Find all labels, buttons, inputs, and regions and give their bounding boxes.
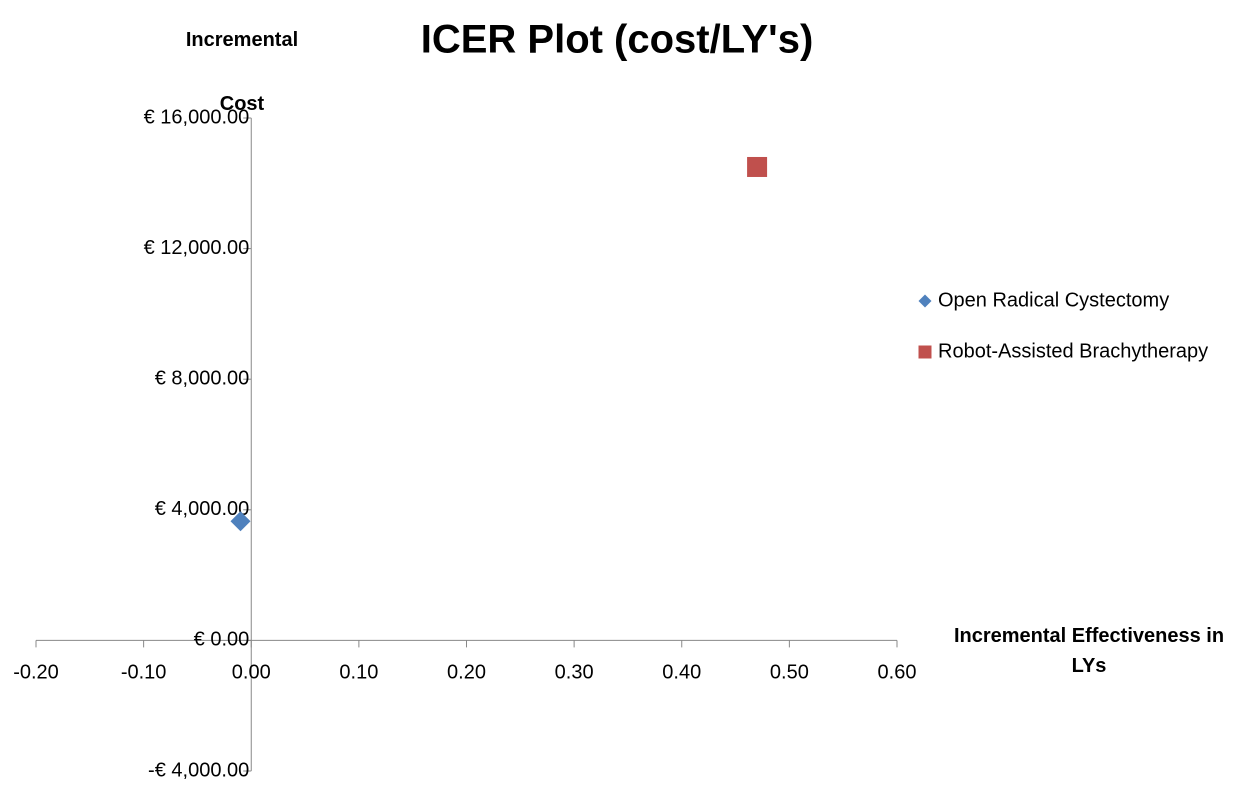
x-tick-label: -0.20	[13, 662, 59, 684]
legend-label: Open Radical Cystectomy	[938, 289, 1169, 311]
y-tick-label: € 16,000.00	[144, 106, 250, 128]
x-tick-label: 0.60	[878, 662, 917, 684]
x-tick-label: 0.20	[447, 662, 486, 684]
y-tick-label: € 8,000.00	[155, 367, 250, 389]
y-tick-label: € 4,000.00	[155, 498, 250, 520]
point	[230, 511, 251, 532]
x-tick-label: 0.50	[770, 662, 809, 684]
legend-marker	[918, 294, 932, 308]
y-tick-label: € 0.00	[194, 629, 250, 651]
y-tick-label: € 12,000.00	[144, 237, 250, 259]
legend-label: Robot-Assisted Brachytherapy	[938, 340, 1208, 362]
x-axis-label: Incremental Effectiveness in LYs	[953, 625, 1225, 677]
y-axis-label: Incremental Cost	[185, 29, 299, 115]
x-tick-label: 0.10	[339, 662, 378, 684]
x-tick-label: 0.00	[232, 662, 271, 684]
chart-title: ICER Plot (cost/LY's)	[421, 18, 814, 62]
legend-marker	[918, 345, 932, 359]
x-tick-label: 0.40	[662, 662, 701, 684]
y-tick-label: -€ 4,000.00	[148, 759, 249, 781]
point	[747, 156, 768, 177]
x-tick-label: -0.10	[121, 662, 167, 684]
x-tick-label: 0.30	[555, 662, 594, 684]
